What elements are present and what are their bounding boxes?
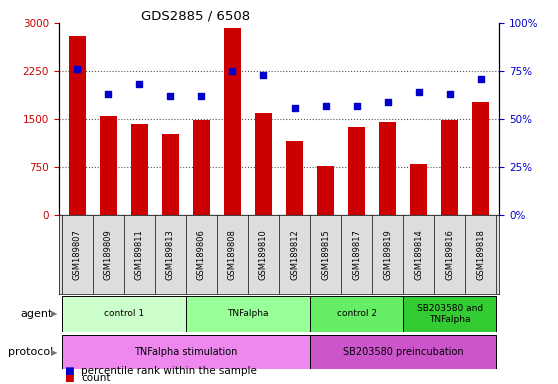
Text: GSM189811: GSM189811 (135, 229, 144, 280)
Text: control 2: control 2 (336, 310, 377, 318)
Bar (310, 296, 403, 332)
Point (477, 76, 485, 82)
Text: GSM189806: GSM189806 (197, 229, 206, 280)
Point (414, 89, 423, 95)
Bar (62, 335, 310, 369)
Text: GSM189809: GSM189809 (104, 229, 113, 280)
Bar (310, 335, 496, 369)
Bar (441, 120, 458, 215)
Point (104, 91, 113, 97)
Text: ■: ■ (64, 366, 74, 376)
Text: count: count (81, 373, 110, 383)
Point (259, 72, 268, 78)
Point (321, 103, 330, 109)
Bar (131, 124, 148, 215)
Bar (100, 116, 117, 215)
Point (135, 81, 144, 88)
Bar (379, 122, 396, 215)
Bar (348, 127, 365, 215)
Point (383, 99, 392, 105)
Bar (193, 120, 210, 215)
Bar (403, 296, 496, 332)
Text: GSM189814: GSM189814 (414, 229, 423, 280)
Text: GSM189813: GSM189813 (166, 229, 175, 280)
Text: SB203580 preincubation: SB203580 preincubation (343, 347, 464, 357)
Point (352, 103, 361, 109)
Text: percentile rank within the sample: percentile rank within the sample (81, 366, 257, 376)
Point (166, 93, 175, 99)
Point (445, 91, 454, 97)
Point (228, 68, 237, 74)
Text: ▶: ▶ (51, 310, 57, 318)
Point (197, 93, 206, 99)
Text: SB203580 and
TNFalpha: SB203580 and TNFalpha (417, 304, 483, 324)
Text: GSM189810: GSM189810 (259, 229, 268, 280)
Text: agent: agent (21, 309, 53, 319)
Text: GSM189818: GSM189818 (477, 229, 485, 280)
Bar (472, 103, 489, 215)
Bar (317, 166, 334, 215)
Text: GDS2885 / 6508: GDS2885 / 6508 (141, 10, 250, 23)
Text: GSM189807: GSM189807 (73, 229, 81, 280)
Text: ▶: ▶ (51, 348, 57, 357)
Bar (224, 28, 241, 215)
Text: control 1: control 1 (104, 310, 144, 318)
Bar (186, 296, 310, 332)
Bar (69, 36, 86, 215)
Point (290, 104, 299, 111)
Point (73, 66, 81, 72)
Text: protocol: protocol (8, 347, 53, 357)
Text: GSM189819: GSM189819 (383, 229, 392, 280)
Text: GSM189812: GSM189812 (290, 229, 299, 280)
Bar (162, 134, 179, 215)
Text: GSM189808: GSM189808 (228, 229, 237, 280)
Text: GSM189815: GSM189815 (321, 229, 330, 280)
Bar (410, 164, 427, 215)
Text: ■: ■ (64, 373, 74, 383)
Bar (286, 141, 303, 215)
Text: TNFalpha: TNFalpha (227, 310, 269, 318)
Bar (62, 296, 186, 332)
Bar (255, 113, 272, 215)
Text: GSM189817: GSM189817 (352, 229, 361, 280)
Text: TNFalpha stimulation: TNFalpha stimulation (134, 347, 238, 357)
Text: GSM189816: GSM189816 (445, 229, 454, 280)
